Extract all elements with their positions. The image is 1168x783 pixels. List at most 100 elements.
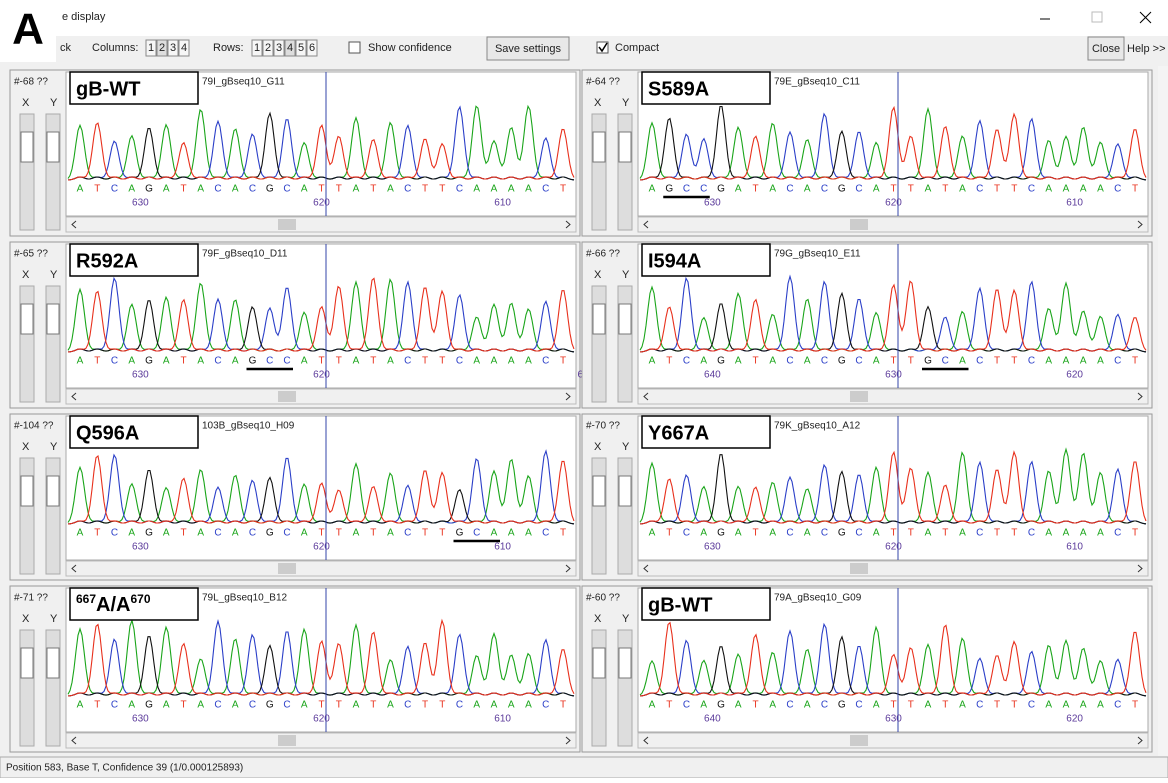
rows-button-label: 2 — [265, 42, 271, 54]
compact-label: Compact — [615, 42, 659, 54]
base-call: T — [94, 528, 100, 539]
back-button[interactable]: ck — [60, 42, 72, 54]
show-confidence-checkbox[interactable] — [349, 42, 360, 53]
h-scrollbar[interactable] — [66, 733, 576, 748]
h-scrollbar[interactable] — [638, 561, 1148, 576]
columns-button-label: 3 — [170, 42, 176, 54]
scroll-thumb[interactable] — [278, 391, 296, 402]
slider-track[interactable] — [46, 286, 60, 402]
slider-track[interactable] — [618, 630, 632, 746]
scroll-thumb[interactable] — [278, 563, 296, 574]
slider-thumb[interactable] — [593, 648, 605, 678]
base-call: A — [925, 528, 932, 539]
base-call: G — [717, 184, 725, 195]
scroll-thumb[interactable] — [850, 219, 868, 230]
base-call: T — [1132, 700, 1138, 711]
base-call: C — [1114, 356, 1121, 367]
slider-track[interactable] — [618, 114, 632, 230]
base-call: C — [249, 184, 256, 195]
slider-track[interactable] — [592, 458, 606, 574]
sample-id: #-104 ?? — [14, 421, 54, 432]
base-call: A — [77, 528, 84, 539]
scroll-thumb[interactable] — [850, 563, 868, 574]
base-call: A — [163, 356, 170, 367]
slider-track[interactable] — [592, 114, 606, 230]
base-call: A — [959, 700, 966, 711]
scroll-thumb[interactable] — [278, 735, 296, 746]
base-call: A — [232, 184, 239, 195]
slider-thumb[interactable] — [619, 304, 631, 334]
slider-thumb[interactable] — [47, 304, 59, 334]
slider-track[interactable] — [46, 458, 60, 574]
slider-thumb[interactable] — [593, 132, 605, 162]
slider-track[interactable] — [46, 630, 60, 746]
h-scrollbar[interactable] — [638, 733, 1148, 748]
mutant-label: S589A — [648, 78, 709, 100]
base-call: T — [666, 700, 672, 711]
h-scrollbar[interactable] — [66, 217, 576, 232]
scroll-thumb[interactable] — [850, 391, 868, 402]
help-button[interactable]: Help >> — [1127, 43, 1166, 55]
base-call: A — [649, 528, 656, 539]
base-call: C — [542, 528, 549, 539]
h-scrollbar[interactable] — [638, 217, 1148, 232]
slider-track[interactable] — [20, 286, 34, 402]
base-call: A — [1045, 184, 1052, 195]
base-call: A — [387, 528, 394, 539]
mutant-label: Q596A — [76, 422, 139, 444]
slider-thumb[interactable] — [21, 304, 33, 334]
base-call: A — [1063, 184, 1070, 195]
base-call: G — [838, 356, 846, 367]
columns-button-label: 1 — [148, 42, 154, 54]
base-call: C — [266, 356, 273, 367]
slider-thumb[interactable] — [619, 132, 631, 162]
slider-track[interactable] — [618, 458, 632, 574]
slider-track[interactable] — [20, 630, 34, 746]
slider-thumb[interactable] — [619, 648, 631, 678]
slider-thumb[interactable] — [619, 476, 631, 506]
slider-thumb[interactable] — [593, 304, 605, 334]
slider-track[interactable] — [20, 458, 34, 574]
position-label: 630 — [885, 370, 902, 381]
y-label: Y — [50, 441, 58, 453]
base-call: A — [735, 528, 742, 539]
base-call: A — [873, 528, 880, 539]
h-scrollbar[interactable] — [638, 389, 1148, 404]
slider-thumb[interactable] — [21, 476, 33, 506]
base-call: C — [855, 528, 862, 539]
slider-thumb[interactable] — [21, 132, 33, 162]
base-call: C — [821, 184, 828, 195]
base-call: A — [128, 184, 135, 195]
label-text: A/A — [96, 594, 130, 616]
base-call: C — [821, 700, 828, 711]
h-scrollbar[interactable] — [66, 561, 576, 576]
scroll-thumb[interactable] — [278, 219, 296, 230]
base-call: T — [994, 356, 1000, 367]
slider-thumb[interactable] — [21, 648, 33, 678]
base-call: C — [855, 184, 862, 195]
base-call: T — [180, 700, 186, 711]
slider-thumb[interactable] — [47, 476, 59, 506]
position-label: 630 — [885, 714, 902, 725]
slider-track[interactable] — [20, 114, 34, 230]
slider-track[interactable] — [46, 114, 60, 230]
slider-thumb[interactable] — [47, 132, 59, 162]
slider-thumb[interactable] — [593, 476, 605, 506]
slider-track[interactable] — [592, 286, 606, 402]
base-call: A — [525, 700, 532, 711]
rows-button-label: 5 — [298, 42, 304, 54]
base-call: T — [94, 356, 100, 367]
base-call: A — [232, 356, 239, 367]
base-call: C — [111, 528, 118, 539]
mutant-label: gB-WT — [76, 78, 140, 100]
scroll-thumb[interactable] — [850, 735, 868, 746]
rows-label: Rows: — [213, 42, 244, 54]
x-label: X — [594, 97, 602, 109]
slider-track[interactable] — [592, 630, 606, 746]
h-scrollbar[interactable] — [66, 389, 576, 404]
base-call: T — [1132, 528, 1138, 539]
slider-thumb[interactable] — [47, 648, 59, 678]
main-scrollbar[interactable] — [1158, 66, 1168, 756]
slider-track[interactable] — [618, 286, 632, 402]
base-call: A — [1080, 184, 1087, 195]
